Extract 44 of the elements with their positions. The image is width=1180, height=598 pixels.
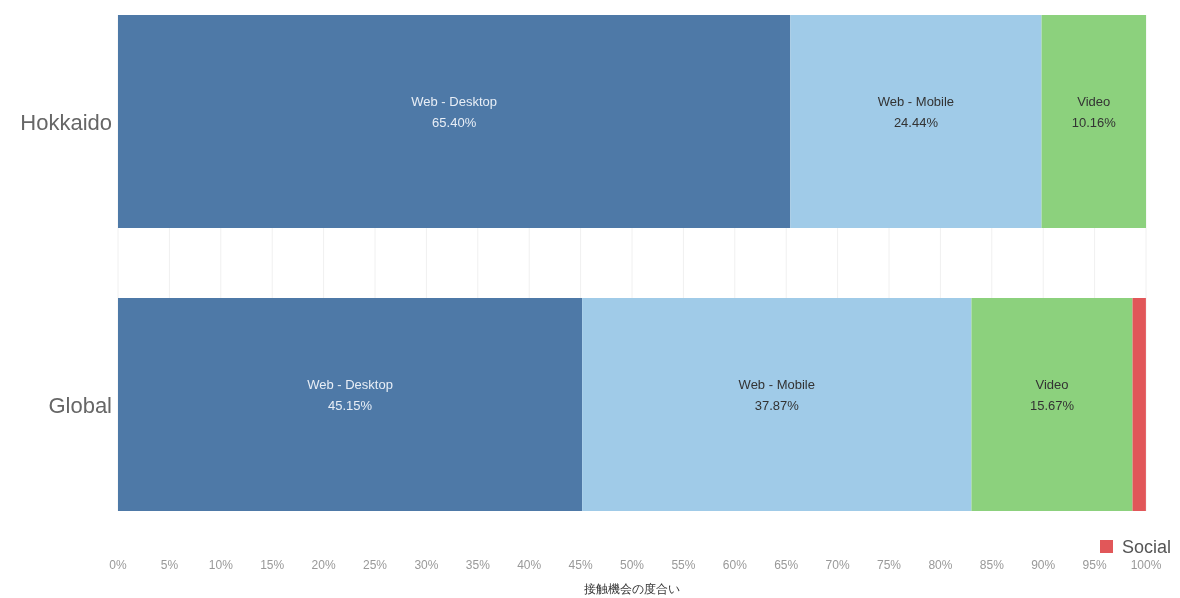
x-tick-label: 60% <box>722 558 748 572</box>
series-label: Video <box>1077 93 1111 109</box>
bar <box>1041 15 1146 228</box>
data-label: 15.67% <box>1029 397 1075 413</box>
x-tick-label: 100% <box>1130 558 1162 572</box>
bar <box>971 298 1133 511</box>
series-label: Web - Desktop <box>411 93 498 109</box>
data-label: 24.44% <box>893 114 939 130</box>
x-tick-label: 10% <box>208 558 234 572</box>
x-tick-label: 35% <box>465 558 491 572</box>
x-tick-label: 70% <box>825 558 850 572</box>
x-tick-label: 5% <box>160 558 179 572</box>
data-label: 10.16% <box>1071 114 1117 130</box>
data-label: 45.15% <box>328 397 373 413</box>
text: Video <box>1035 376 1069 392</box>
x-tick-label: 45% <box>568 558 593 572</box>
data-label: 65.40% <box>432 114 477 130</box>
series-label: Web - Mobile <box>877 93 955 109</box>
bar <box>118 15 791 228</box>
text: Web - Desktop <box>307 376 393 392</box>
bar <box>790 15 1042 228</box>
x-axis-title: 接触機会の度合い <box>584 582 680 596</box>
x-tick-label: 0% <box>109 558 127 572</box>
x-tick-label: 80% <box>928 558 953 572</box>
bar <box>1132 298 1146 511</box>
text: Web - Mobile <box>738 376 815 392</box>
y-tick-label: Global <box>48 392 112 418</box>
x-tick-label: 30% <box>414 558 439 572</box>
bar <box>582 298 972 511</box>
data-label: 37.87% <box>754 397 800 413</box>
x-tick-label: 20% <box>311 558 336 572</box>
x-tick-label: 75% <box>876 558 902 572</box>
x-tick-label: 85% <box>979 558 1005 572</box>
x-tick-label: 25% <box>362 558 388 572</box>
x-tick-label: 15% <box>260 558 285 572</box>
x-tick-label: 90% <box>1031 558 1056 572</box>
x-tick-label: 40% <box>517 558 542 572</box>
bar <box>118 298 583 511</box>
x-tick-label: 65% <box>774 558 799 572</box>
legend-label: Social <box>1122 537 1172 557</box>
x-tick-label: 95% <box>1082 558 1107 572</box>
x-tick-label: 50% <box>619 558 645 572</box>
y-tick-label: Hokkaido <box>20 109 112 135</box>
x-tick-label: 55% <box>671 558 696 572</box>
